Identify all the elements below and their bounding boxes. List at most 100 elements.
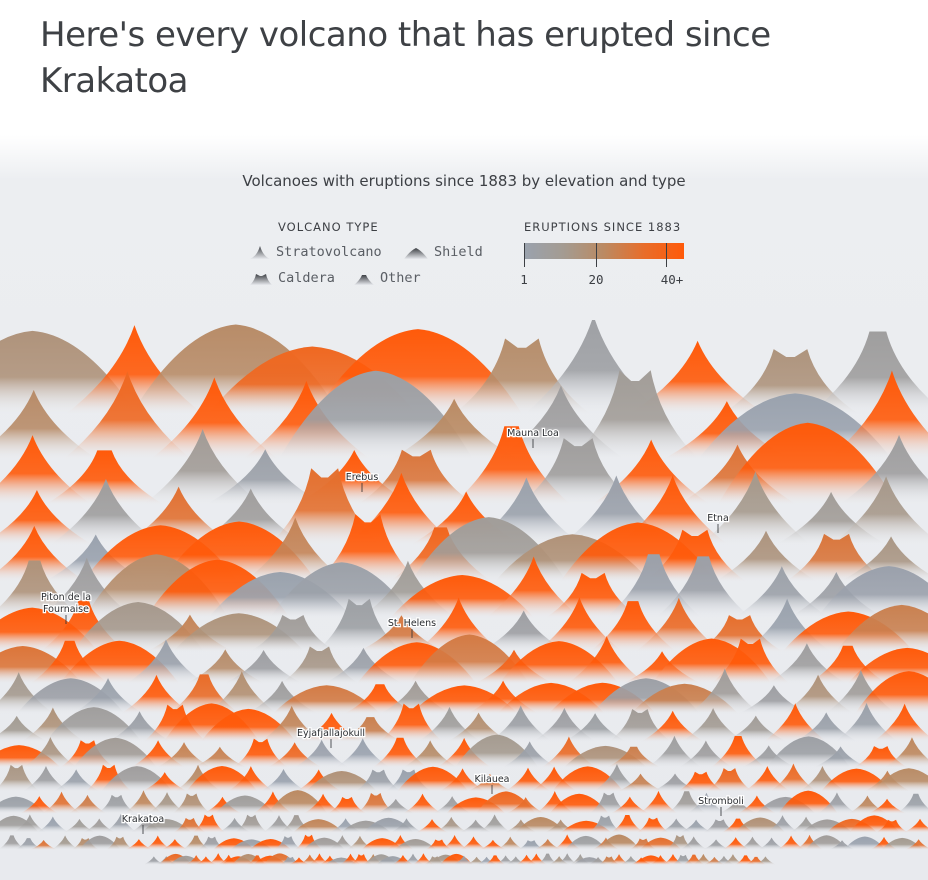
volcano-glyph — [125, 639, 206, 684]
volcano-glyph — [402, 793, 443, 814]
volcano-label: Eyjafjallajokull — [297, 728, 365, 739]
volcano-glyph — [389, 818, 424, 833]
volcano-glyph — [710, 735, 767, 768]
volcano-glyph — [234, 814, 269, 833]
volcano-glyph — [518, 438, 639, 505]
volcano-label: Fournaise — [43, 604, 89, 615]
ramp-label-40: 40+ — [660, 272, 684, 287]
volcano-glyph — [272, 685, 381, 714]
volcano-glyph — [570, 370, 701, 460]
volcano-glyph — [867, 798, 908, 814]
volcano-glyph — [389, 398, 520, 460]
legend-label-other: Other — [380, 270, 421, 286]
volcano-glyph — [356, 449, 477, 505]
volcano-glyph — [259, 705, 324, 742]
volcano-glyph — [533, 839, 562, 850]
volcano-glyph — [394, 838, 437, 850]
volcano-glyph — [702, 839, 731, 850]
volcano-glyph — [303, 793, 344, 814]
volcano-glyph — [160, 839, 189, 850]
volcano-glyph — [0, 435, 93, 505]
volcano-glyph — [605, 746, 662, 768]
volcano-glyph — [273, 836, 302, 850]
volcano-glyph — [679, 819, 714, 833]
caldera-icon — [250, 274, 272, 285]
volcano-glyph — [327, 796, 368, 814]
color-ramp — [524, 243, 684, 259]
volcano-glyph — [686, 792, 727, 814]
volcano-glyph — [52, 769, 101, 792]
volcano-label: St. Helens — [388, 618, 436, 629]
volcano-glyph — [375, 798, 416, 814]
volcano-glyph — [103, 814, 138, 833]
volcano-glyph — [72, 678, 145, 714]
legend-item-shield: Shield — [404, 244, 483, 260]
legend-label-shield: Shield — [434, 244, 483, 260]
volcano-glyph — [465, 773, 514, 792]
volcano-glyph — [105, 836, 134, 850]
volcano-glyph — [826, 370, 928, 460]
volcano-glyph — [357, 615, 446, 652]
volcano-glyph — [720, 349, 861, 415]
legend-item-stratovolcano: Stratovolcano — [250, 244, 382, 260]
volcano-glyph — [41, 791, 82, 814]
headline: Here's every volcano that has erupted si… — [40, 15, 771, 101]
volcano-glyph — [738, 836, 767, 850]
volcano-glyph — [535, 597, 624, 652]
volcano-glyph — [149, 377, 280, 460]
volcano-glyph — [592, 763, 641, 792]
volcano-glyph — [142, 428, 263, 505]
volcano-label: Mauna Loa — [507, 428, 559, 439]
volcano-glyph — [22, 737, 79, 768]
volcano-glyph — [765, 815, 800, 833]
volcano-glyph — [299, 712, 364, 742]
volcano-glyph — [305, 770, 378, 792]
volcano-glyph — [549, 793, 610, 814]
volcano-glyph — [895, 793, 928, 814]
volcano-glyph — [82, 818, 117, 833]
volcano-glyph — [545, 572, 642, 618]
volcano-glyph — [640, 710, 705, 742]
ramp-tick-40 — [666, 243, 667, 267]
volcano-glyph — [243, 517, 348, 582]
other-volcano-icon — [354, 275, 374, 285]
volcano-glyph — [830, 476, 928, 545]
volcano-glyph — [839, 434, 928, 505]
stratovolcano-icon — [250, 246, 270, 259]
volcano-glyph — [205, 671, 278, 714]
volcano-glyph — [232, 738, 289, 768]
volcano-glyph — [874, 819, 909, 833]
volcano-glyph — [328, 835, 357, 850]
volcano-glyph — [293, 739, 350, 768]
volcano-glyph — [51, 835, 80, 850]
volcano-label: Erebus — [346, 472, 379, 483]
volcano-glyph — [440, 834, 469, 850]
volcano-glyph — [903, 818, 928, 833]
volcano-glyph — [646, 735, 703, 768]
volcano-glyph — [681, 708, 746, 742]
volcano-label: Stromboli — [698, 796, 744, 807]
legend-item-other: Other — [354, 270, 421, 286]
legend-item-caldera: Caldera — [250, 270, 335, 286]
volcano-glyph — [642, 529, 747, 582]
volcano-glyph — [659, 818, 694, 833]
volcano-label: Krakatoa — [122, 814, 164, 825]
legend-type-title: VOLCANO TYPE — [278, 220, 379, 234]
volcano-glyph — [872, 768, 928, 792]
volcano-glyph — [0, 835, 26, 850]
volcano-glyph — [434, 816, 469, 833]
volcano-glyph — [379, 703, 444, 742]
volcano-glyph — [564, 835, 607, 850]
volcano-glyph — [156, 742, 213, 768]
volcano-glyph — [292, 819, 344, 833]
volcano-glyph — [0, 389, 99, 460]
volcano-glyph — [816, 792, 857, 814]
volcano-glyph — [834, 702, 899, 742]
volcano-glyph — [12, 814, 47, 833]
volcano-glyph — [78, 835, 121, 850]
ramp-tick-1 — [524, 243, 525, 267]
volcano-glyph — [688, 668, 761, 714]
volcano-glyph — [438, 768, 487, 792]
volcano-glyph — [73, 737, 158, 768]
